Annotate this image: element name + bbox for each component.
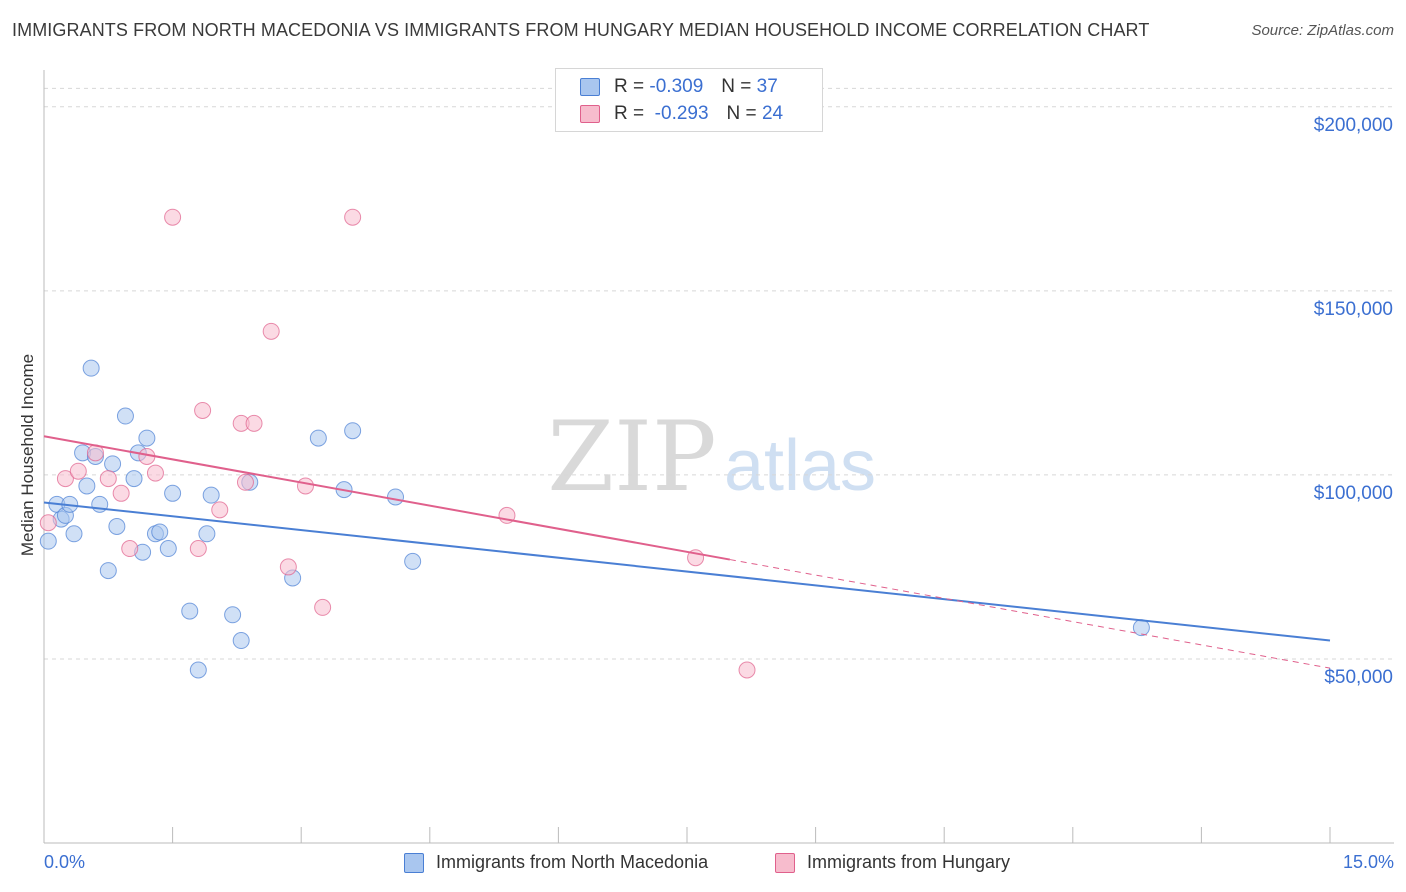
point-north-macedonia [125, 470, 143, 488]
point-north-macedonia [232, 632, 250, 650]
point-north-macedonia [116, 407, 134, 425]
x-tick-label-min: 0.0% [44, 852, 86, 872]
y-tick-label: $100,000 [1314, 483, 1393, 504]
legend-item-north-macedonia: Immigrants from North Macedonia [404, 852, 708, 873]
north-macedonia-swatch [580, 78, 600, 96]
point-north-macedonia [108, 517, 126, 535]
y-tick-label: $150,000 [1314, 299, 1393, 320]
watermark-zip: ZIP [547, 401, 716, 513]
point-hungary [146, 464, 164, 482]
point-north-macedonia [198, 525, 216, 543]
point-hungary [314, 598, 332, 616]
point-north-macedonia [181, 602, 199, 620]
n-value-hungary: 24 [761, 103, 784, 124]
point-hungary [279, 558, 297, 576]
r-label: R = [614, 103, 645, 124]
point-north-macedonia [151, 523, 169, 541]
r-value-hungary: -0.293 [654, 103, 709, 124]
source-label: Source: ZipAtlas.com [1251, 22, 1394, 39]
point-north-macedonia [138, 429, 156, 447]
point-north-macedonia [404, 552, 422, 570]
hungary-swatch [580, 105, 600, 123]
n-value-north-macedonia: 37 [756, 76, 778, 97]
point-hungary [738, 661, 756, 679]
point-north-macedonia [65, 525, 83, 543]
point-hungary [69, 462, 87, 480]
point-north-macedonia [104, 455, 122, 473]
y-tick-label: $50,000 [1324, 667, 1393, 688]
point-hungary [99, 470, 117, 488]
legend-swatch-north-macedonia [404, 852, 424, 873]
point-north-macedonia [309, 429, 327, 447]
point-north-macedonia [78, 477, 96, 495]
point-hungary [189, 540, 207, 558]
point-north-macedonia [39, 532, 57, 550]
point-hungary [56, 470, 74, 488]
legend-label-north-macedonia: Immigrants from North Macedonia [436, 852, 709, 872]
stats-row-north-macedonia: R = -0.309 N = 37 [580, 75, 778, 99]
point-hungary [211, 501, 229, 519]
n-label: N = [721, 76, 752, 97]
stats-row-hungary: R = -0.293 N = 24 [580, 102, 783, 126]
y-tick-label: $200,000 [1314, 115, 1393, 136]
r-label: R = [614, 76, 645, 97]
trendline-hungary-extension [729, 559, 1331, 669]
point-north-macedonia [159, 540, 177, 558]
n-label: N = [726, 103, 757, 124]
legend-item-hungary: Immigrants from Hungary [775, 852, 1010, 873]
point-hungary [194, 401, 212, 419]
legend-label-hungary: Immigrants from Hungary [807, 852, 1011, 872]
point-hungary [112, 484, 130, 502]
r-value-north-macedonia: -0.309 [649, 76, 704, 97]
point-hungary [344, 208, 362, 226]
watermark-atlas: atlas [724, 426, 876, 506]
point-hungary [39, 514, 57, 532]
point-north-macedonia [202, 486, 220, 504]
point-hungary [236, 473, 254, 491]
point-north-macedonia [99, 562, 117, 580]
chart-title: IMMIGRANTS FROM NORTH MACEDONIA VS IMMIG… [12, 20, 1150, 40]
x-tick-label-max: 15.0% [1342, 852, 1394, 872]
point-north-macedonia [189, 661, 207, 679]
point-hungary [262, 322, 280, 340]
legend-swatch-hungary [775, 852, 795, 873]
point-hungary [245, 414, 263, 432]
point-hungary [121, 540, 139, 558]
point-hungary [164, 208, 182, 226]
point-north-macedonia [387, 488, 405, 506]
trendline-hungary [43, 435, 731, 561]
stats-legend: R = -0.309 N = 37 R = -0.293 N = 24 [555, 68, 823, 132]
point-hungary [296, 477, 314, 495]
trendline-north-macedonia [43, 501, 1331, 642]
point-north-macedonia [344, 422, 362, 440]
point-north-macedonia [82, 359, 100, 377]
point-north-macedonia [224, 606, 242, 624]
point-north-macedonia [164, 484, 182, 502]
